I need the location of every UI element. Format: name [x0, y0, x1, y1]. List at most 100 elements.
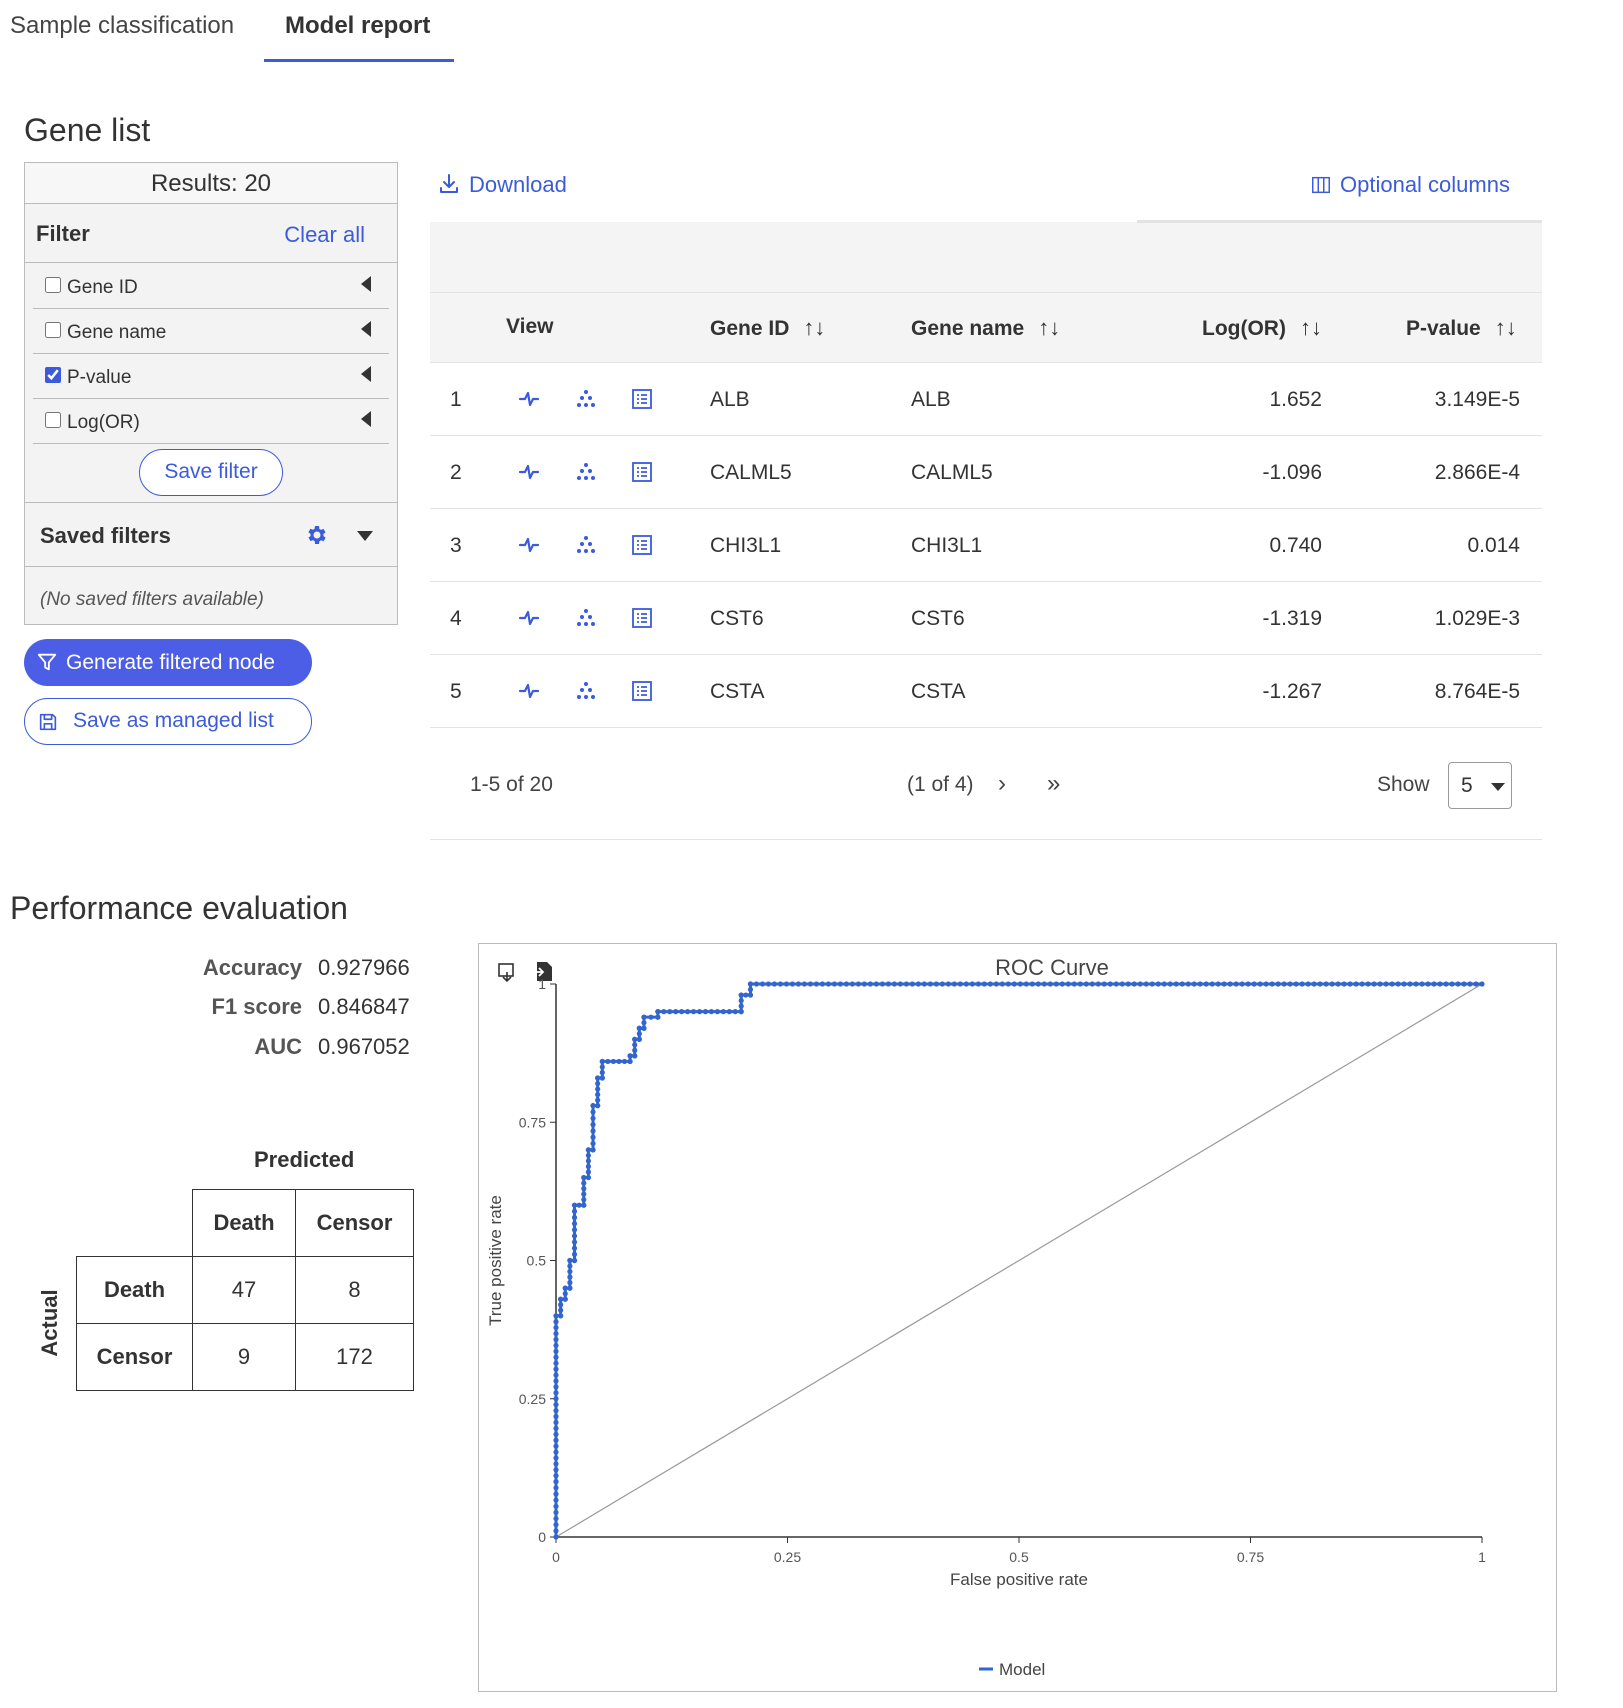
pathway-icon[interactable] [517, 679, 541, 703]
model-roc-point [553, 1534, 559, 1540]
scatter-icon[interactable] [574, 387, 598, 411]
sort-icon[interactable]: ↑↓ [803, 315, 826, 340]
download-link[interactable]: Download [437, 172, 567, 198]
list-icon[interactable] [630, 606, 654, 630]
gear-icon[interactable] [305, 523, 329, 547]
model-roc-point [1071, 981, 1077, 987]
list-icon[interactable] [630, 460, 654, 484]
clear-all-link[interactable]: Clear all [284, 222, 365, 247]
gene-id-checkbox[interactable] [45, 277, 61, 293]
model-roc-point [1185, 981, 1191, 987]
page-size-select[interactable]: 5 [1448, 762, 1512, 809]
model-roc-point [571, 1257, 578, 1264]
model-roc-point [553, 1528, 559, 1534]
sort-icon[interactable]: ↑↓ [1038, 315, 1061, 340]
expand-icon[interactable] [361, 411, 371, 427]
save-as-managed-list-button[interactable]: Save as managed list [24, 698, 312, 745]
pathway-icon[interactable] [517, 533, 541, 557]
scatter-icon[interactable] [574, 533, 598, 557]
model-roc-point [590, 1128, 596, 1134]
model-roc-point [553, 1360, 559, 1366]
model-roc-point [590, 1115, 596, 1121]
model-roc-point [641, 1014, 647, 1020]
p-value-column-header[interactable]: P-value ↑↓ [1406, 315, 1517, 341]
model-roc-point [585, 1169, 592, 1175]
pathway-icon[interactable] [517, 460, 541, 484]
expand-icon[interactable] [361, 321, 371, 337]
model-roc-point [1155, 981, 1161, 987]
model-roc-point [891, 981, 897, 987]
model-roc-point [553, 1396, 559, 1402]
last-page-button[interactable]: » [1047, 770, 1061, 797]
tab-model-report[interactable]: Model report [285, 12, 431, 39]
filter-item-p-value[interactable]: P-value [33, 354, 389, 399]
model-roc-point [562, 1296, 568, 1302]
scatter-icon[interactable] [574, 679, 598, 703]
model-roc-point [1005, 981, 1011, 987]
scatter-icon[interactable] [574, 606, 598, 630]
model-roc-point [1209, 981, 1215, 987]
tab-sample-classification[interactable]: Sample classification [10, 12, 235, 39]
save-filter-button[interactable]: Save filter [139, 449, 283, 496]
list-icon[interactable] [630, 679, 654, 703]
model-roc-point [1407, 981, 1413, 987]
gene-name-checkbox[interactable] [45, 322, 61, 338]
model-roc-point [849, 981, 855, 987]
model-roc-point [655, 1009, 661, 1015]
expand-icon[interactable] [361, 366, 371, 382]
filter-item-gene-id[interactable]: Gene ID [33, 264, 389, 309]
generate-filtered-node-button[interactable]: Generate filtered node [24, 639, 312, 686]
export-image-icon[interactable] [498, 963, 514, 983]
filter-item-gene-name[interactable]: Gene name [33, 309, 389, 354]
sort-icon[interactable]: ↑↓ [1299, 315, 1322, 340]
model-roc-point [732, 1009, 738, 1015]
model-roc-point [581, 1202, 587, 1208]
model-roc-point [576, 1202, 582, 1208]
pagination-page: (1 of 4) [907, 773, 974, 796]
model-roc-point [1317, 981, 1323, 987]
export-data-icon[interactable] [531, 962, 552, 981]
model-roc-point [553, 1515, 559, 1522]
row-index: 2 [450, 461, 462, 484]
gene-id-cell: CSTA [710, 680, 765, 703]
model-roc-point [553, 1437, 559, 1443]
model-roc-point [708, 1009, 715, 1015]
model-roc-point [553, 1325, 559, 1331]
model-roc-point [771, 981, 778, 987]
model-roc-point [1173, 981, 1179, 987]
auc-label: AUC [254, 1034, 302, 1059]
pathway-icon[interactable] [517, 606, 541, 630]
model-roc-point [993, 981, 999, 987]
scatter-icon[interactable] [574, 460, 598, 484]
model-roc-point [1257, 981, 1263, 987]
model-roc-point [595, 1092, 601, 1098]
chevron-down-icon[interactable] [357, 531, 373, 541]
expand-icon[interactable] [361, 276, 371, 292]
model-roc-point [813, 981, 820, 987]
next-page-button[interactable]: › [998, 770, 1006, 797]
list-icon[interactable] [630, 533, 654, 557]
table-row: 1 ALB ALB 1.652 3.149E-5 [430, 363, 1542, 436]
gene-name-column-header[interactable]: Gene name ↑↓ [911, 315, 1060, 341]
gene-id-column-header[interactable]: Gene ID ↑↓ [710, 315, 825, 341]
model-roc-point [571, 1251, 578, 1257]
log-or-checkbox[interactable] [45, 412, 61, 428]
list-icon[interactable] [630, 387, 654, 411]
model-roc-point [909, 981, 915, 987]
model-roc-point [595, 1097, 601, 1103]
optional-columns-link[interactable]: Optional columns [1310, 172, 1510, 198]
filter-item-log-or[interactable]: Log(OR) [33, 399, 389, 444]
log-or-cell: -1.319 [1262, 607, 1322, 630]
p-value-checkbox[interactable] [45, 367, 61, 383]
model-roc-point [595, 1103, 601, 1109]
log-or-column-header[interactable]: Log(OR) ↑↓ [1202, 315, 1322, 341]
sort-icon[interactable]: ↑↓ [1494, 315, 1517, 340]
no-saved-filters-text: (No saved filters available) [40, 589, 264, 610]
model-roc-point [1461, 981, 1467, 987]
model-roc-point [1299, 981, 1305, 987]
model-roc-point [1083, 981, 1089, 987]
model-roc-point [1377, 981, 1383, 987]
pathway-icon[interactable] [517, 387, 541, 411]
model-roc-point [595, 1086, 601, 1092]
model-roc-point [1047, 981, 1053, 987]
